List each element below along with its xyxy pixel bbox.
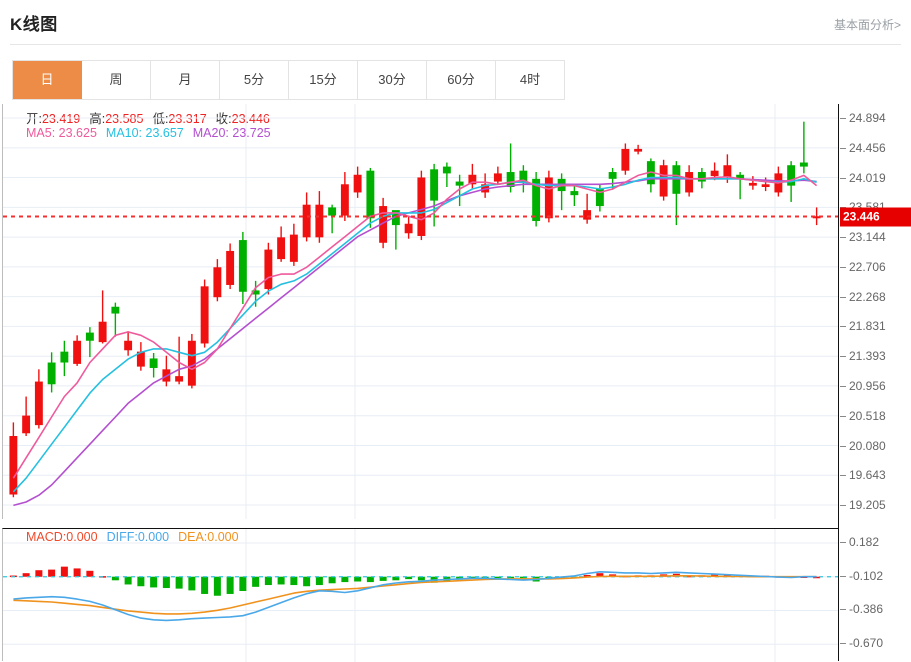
tab-3[interactable]: 月: [151, 61, 220, 99]
tab-5[interactable]: 15分: [289, 61, 358, 99]
dea-value: 0.000: [207, 530, 239, 544]
tab-1[interactable]: 日: [13, 61, 82, 99]
tab-7[interactable]: 60分: [427, 61, 496, 99]
tab-2[interactable]: 周: [82, 61, 151, 99]
price-axis-label: 21.393: [849, 349, 886, 364]
price-axis-tick: [840, 237, 846, 239]
macd-axis-label: -0.102: [849, 568, 884, 583]
macd-value: 0.000: [66, 530, 98, 544]
macd-axis-label: -0.386: [849, 602, 884, 617]
open-value: 23.419: [41, 112, 81, 126]
price-axis-tick: [840, 296, 846, 298]
y-axis-line: [838, 104, 839, 661]
macd-axis-tick: [840, 575, 846, 577]
price-axis-label: 22.706: [849, 259, 886, 274]
open-label: 开:: [26, 112, 42, 126]
ma20-value: 23.725: [232, 126, 271, 140]
price-axis-tick: [840, 445, 846, 447]
price-axis-tick: [840, 177, 846, 179]
low-label: 低:: [152, 112, 169, 126]
candlestick-svg: [3, 104, 839, 519]
page-header: K线图 基本面分析>: [0, 0, 911, 46]
price-axis-tick: [840, 326, 846, 328]
tab-6[interactable]: 30分: [358, 61, 427, 99]
price-axis-tick: [840, 266, 846, 268]
macd-axis-label: 0.182: [849, 535, 880, 549]
page-title: K线图: [10, 15, 58, 34]
price-axis-tick: [840, 385, 846, 387]
current-price-badge: 23.446: [840, 207, 911, 227]
ohlc-legend: 开:23.419 高:23.585 低:23.317 收:23.446: [26, 108, 270, 127]
close-label: 收:: [215, 112, 232, 126]
chart-area[interactable]: 24.89424.45624.01923.58123.14422.70622.2…: [2, 104, 911, 662]
price-axis-tick: [840, 475, 846, 477]
ma20-label: MA20:: [192, 126, 229, 140]
price-axis-label: 20.518: [849, 408, 886, 423]
price-axis-label: 24.456: [849, 140, 886, 155]
diff-label: DIFF:: [106, 530, 138, 544]
price-axis-label: 19.643: [849, 468, 886, 483]
macd-svg: [3, 529, 839, 662]
price-axis-label: 20.956: [849, 378, 886, 393]
macd-label: MACD:: [26, 530, 67, 544]
macd-axis-tick: [840, 643, 846, 645]
low-value: 23.317: [168, 112, 207, 126]
macd-axis-tick: [840, 609, 846, 611]
price-axis-label: 19.205: [849, 498, 886, 513]
macd-panel[interactable]: [2, 528, 839, 662]
price-panel[interactable]: [2, 104, 839, 519]
diff-value: 0.000: [137, 530, 170, 544]
macd-axis-label: -0.670: [849, 636, 884, 651]
price-axis-label: 24.019: [849, 170, 886, 185]
macd-axis-tick: [840, 542, 846, 543]
price-axis-label: 22.268: [849, 289, 886, 304]
close-value: 23.446: [231, 112, 270, 126]
macd-legend: MACD:0.000 DIFF:0.000 DEA:0.000: [26, 530, 239, 544]
ma10-value: 23.657: [145, 126, 184, 140]
ma-legend: MA5: 23.625 MA10: 23.657 MA20: 23.725: [26, 126, 271, 140]
high-label: 高:: [89, 112, 106, 126]
ma5-value: 23.625: [58, 126, 97, 140]
price-axis-tick: [840, 147, 846, 149]
tab-4[interactable]: 5分: [220, 61, 289, 99]
ma5-label: MA5:: [26, 126, 56, 140]
dea-label: DEA:: [178, 530, 208, 544]
timeframe-tabbar[interactable]: 日周月 5分 15分 30分 60分 4时: [12, 60, 565, 100]
price-axis-label: 20.080: [849, 438, 886, 453]
price-axis-label: 21.831: [849, 319, 886, 334]
price-axis-tick: [840, 415, 846, 417]
high-value: 23.585: [105, 112, 144, 126]
ma10-label: MA10:: [105, 126, 143, 140]
price-axis-tick: [840, 118, 846, 119]
header-divider: [10, 44, 901, 45]
price-axis-tick: [840, 356, 846, 358]
tab-8[interactable]: 4时: [496, 61, 565, 99]
price-axis-label: 24.894: [849, 111, 886, 125]
fundamental-analysis-link[interactable]: 基本面分析>: [833, 18, 901, 32]
price-axis-label: 23.144: [849, 230, 886, 245]
price-axis-tick: [840, 505, 846, 507]
